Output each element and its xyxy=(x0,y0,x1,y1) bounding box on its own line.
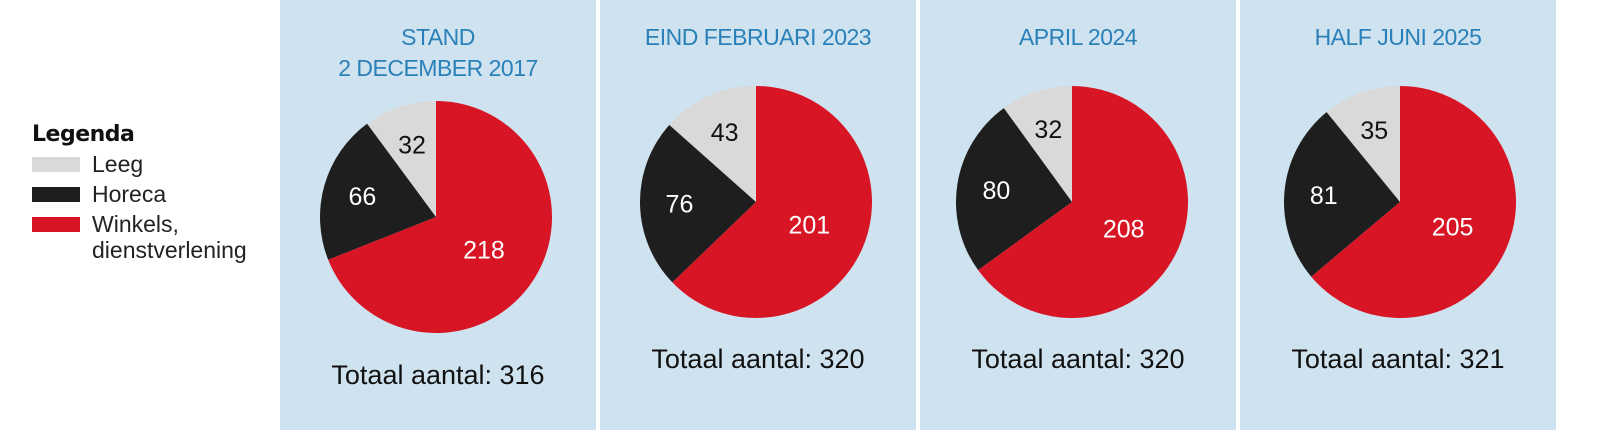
pie-slice-leeg xyxy=(1326,86,1400,202)
legend-item-winkels: Winkels, dienstverlening xyxy=(32,211,272,263)
pie-slice-winkels xyxy=(978,86,1188,318)
pie-slice-leeg xyxy=(669,86,756,202)
data-label-leeg: 43 xyxy=(711,119,739,147)
legend: Legenda Leeg Horeca Winkels, dienstverle… xyxy=(32,122,272,263)
pie-slice-winkels xyxy=(328,101,552,333)
legend-item-leeg: Leeg xyxy=(32,151,272,177)
data-label-leeg: 32 xyxy=(1034,116,1062,144)
data-label-leeg: 32 xyxy=(398,131,426,159)
pie-chart: 35 81 205 xyxy=(1284,86,1516,319)
chart-panel-2025: HALF JUNI 2025 35 81 205 Totaal aantal: 32… xyxy=(1240,0,1556,430)
legend-swatch-winkels xyxy=(32,217,80,232)
pie-slice-winkels xyxy=(1311,86,1516,319)
legend-label-horeca: Horeca xyxy=(92,181,167,207)
pie-chart: 43 76 201 xyxy=(640,86,872,318)
data-label-winkels: 208 xyxy=(1103,215,1145,243)
data-label-winkels: 201 xyxy=(789,212,831,240)
total-label: Totaal aantal: 321 xyxy=(1291,344,1505,374)
pie-slice-horeca xyxy=(320,123,436,260)
data-label-winkels: 218 xyxy=(463,237,505,265)
legend-title: Legenda xyxy=(32,122,135,147)
legend-label-leeg: Leeg xyxy=(92,151,144,177)
chart-panel-2024: APRIL 2024 32 80 208 Totaal aantal: 320 xyxy=(920,0,1236,430)
data-label-winkels: 205 xyxy=(1432,213,1474,241)
pie-chart: 32 66 218 xyxy=(320,101,552,333)
pie-slice-leeg xyxy=(367,101,436,217)
chart-panel-2023: EIND FEBRUARI 2023 43 76 201 Totaal aantal… xyxy=(600,0,916,430)
pie-slice-horeca xyxy=(1284,112,1400,277)
legend-swatch-leeg xyxy=(32,157,80,172)
data-label-horeca: 81 xyxy=(1310,182,1338,210)
chart-title: APRIL 2024 xyxy=(1018,24,1138,50)
total-label: Totaal aantal: 320 xyxy=(971,344,1185,374)
data-label-horeca: 66 xyxy=(348,183,376,211)
pie-slice-winkels xyxy=(672,86,872,318)
data-label-horeca: 76 xyxy=(666,191,694,219)
total-label: Totaal aantal: 316 xyxy=(331,360,545,390)
chart-panel-2017: STAND 2 DECEMBER 2017 32 66 218 Totaal aan… xyxy=(280,0,596,430)
pie-slice-horeca xyxy=(640,124,756,283)
legend-label-winkels: Winkels, dienstverlening xyxy=(92,211,247,263)
chart-title: STAND 2 DECEMBER 2017 xyxy=(338,24,538,81)
total-label: Totaal aantal: 320 xyxy=(651,344,865,374)
chart-title: HALF JUNI 2025 xyxy=(1314,24,1482,50)
data-label-horeca: 80 xyxy=(982,177,1010,205)
pie-slice-horeca xyxy=(956,108,1072,271)
legend-swatch-horeca xyxy=(32,187,80,202)
pie-chart: 32 80 208 xyxy=(956,86,1188,318)
legend-item-horeca: Horeca xyxy=(32,181,272,207)
data-label-leeg: 35 xyxy=(1360,117,1388,145)
pie-slice-leeg xyxy=(1003,86,1072,202)
chart-title: EIND FEBRUARI 2023 xyxy=(644,24,872,50)
